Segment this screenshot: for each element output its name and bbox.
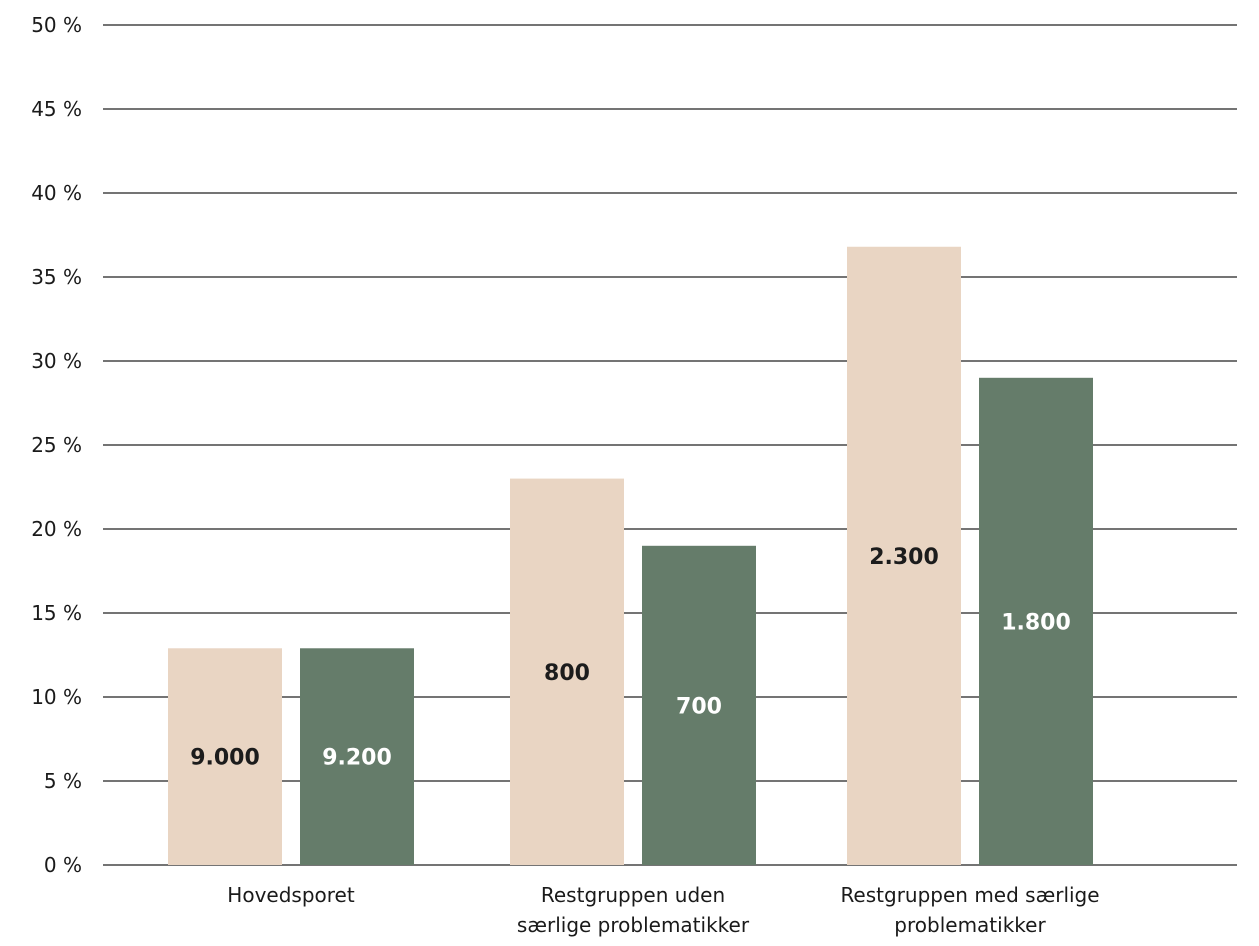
y-tick-label: 30 % [31, 349, 82, 373]
bar-labels: 9.000 9.200 800 700 2.300 1.800 [190, 545, 1071, 771]
bar [168, 648, 282, 865]
bar-data-label: 9.000 [190, 746, 260, 771]
bar-data-label: 1.800 [1001, 610, 1071, 635]
y-tick-label: 35 % [31, 265, 82, 289]
y-tick-label: 5 % [44, 769, 82, 793]
y-tick-label: 15 % [31, 601, 82, 625]
y-axis-ticks: 0 % 5 % 10 % 15 % 20 % 25 % 30 % 35 % 40 % 45 % 50… [31, 13, 82, 877]
y-tick-label: 50 % [31, 13, 82, 37]
x-axis-categories: Hovedsporet Restgruppen uden særlige probl… [227, 883, 1099, 937]
x-category-label: Restgruppen uden [541, 883, 725, 907]
bar-data-label: 2.300 [869, 545, 939, 570]
y-tick-label: 45 % [31, 97, 82, 121]
bar [847, 246, 961, 865]
bar-data-label: 700 [676, 694, 722, 719]
bar [510, 478, 624, 865]
gridlines [103, 24, 1237, 866]
x-category-label: særlige problematikker [517, 913, 750, 937]
bar-data-label: 9.200 [322, 746, 392, 771]
y-tick-label: 0 % [44, 853, 82, 877]
y-tick-label: 20 % [31, 517, 82, 541]
bar [979, 377, 1093, 865]
y-tick-label: 25 % [31, 433, 82, 457]
x-category-label: Restgruppen med særlige [840, 883, 1099, 907]
x-category-label: problematikker [894, 913, 1046, 937]
bar-data-label: 800 [544, 661, 590, 686]
bars [168, 246, 1093, 865]
y-tick-label: 40 % [31, 181, 82, 205]
x-category-label: Hovedsporet [227, 883, 355, 907]
bar [642, 545, 756, 865]
y-tick-label: 10 % [31, 685, 82, 709]
bar [300, 648, 414, 865]
